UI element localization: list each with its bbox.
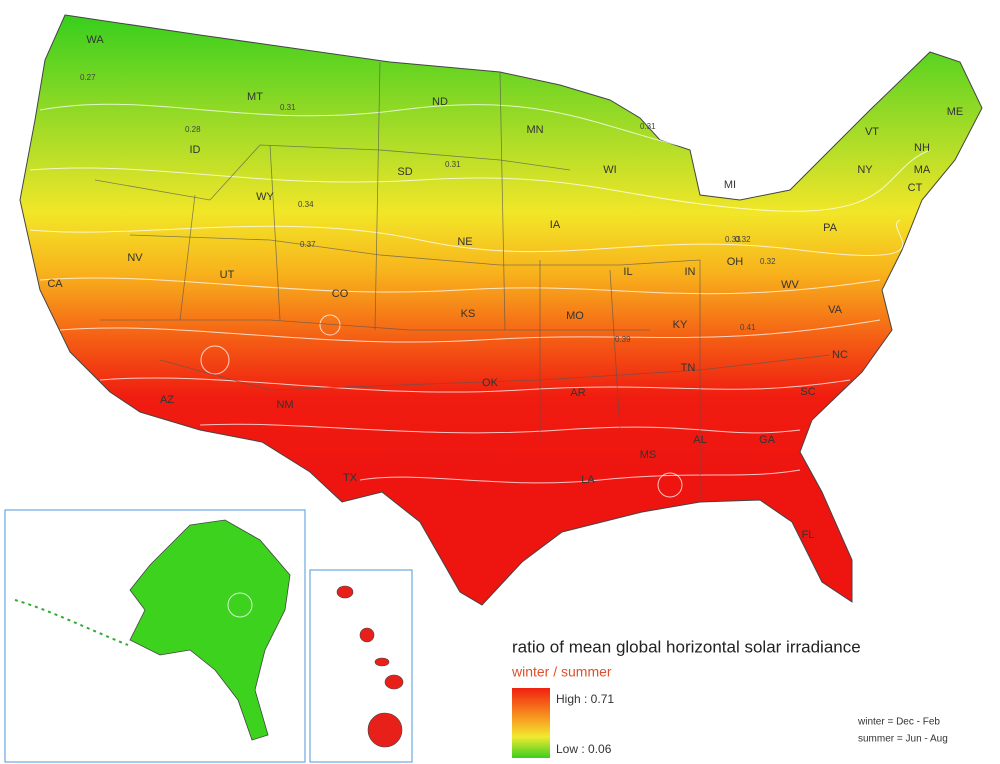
state-label: CO <box>332 288 349 300</box>
state-label: SC <box>800 386 815 398</box>
state-label: OK <box>482 377 499 389</box>
legend-scale <box>512 688 550 758</box>
state-label: MI <box>724 179 736 191</box>
contour-label: 0.39 <box>615 335 631 344</box>
contour-label: 0.41 <box>740 323 756 332</box>
state-label: FL <box>802 529 815 541</box>
state-label: MO <box>566 310 584 322</box>
state-label: SD <box>397 166 412 178</box>
state-label: TX <box>343 472 358 484</box>
state-label: MS <box>640 449 657 461</box>
state-borders <box>94 61 831 500</box>
contour-label: 0.37 <box>300 240 316 249</box>
state-label: ND <box>432 96 448 108</box>
state-label: VA <box>828 304 843 316</box>
state-label: IA <box>550 219 561 231</box>
state-label: LA <box>581 474 595 486</box>
state-label: CA <box>47 278 63 290</box>
alaska-frame <box>4 509 306 763</box>
state-label: MT <box>247 91 263 103</box>
legend-high: High : 0.71 <box>556 692 614 706</box>
state-label: MN <box>526 124 543 136</box>
state-label: WY <box>256 191 274 203</box>
alaska-islands <box>14 599 129 646</box>
state-label: NH <box>914 142 930 154</box>
legend-low: Low : 0.06 <box>556 742 612 756</box>
state-label: TN <box>681 362 696 374</box>
contour-label: 0.28 <box>185 125 201 134</box>
contour-label: 0.32 <box>760 257 776 266</box>
state-label: MA <box>914 164 931 176</box>
state-label: AZ <box>160 394 174 406</box>
state-label: ME <box>947 106 964 118</box>
state-label: VT <box>865 126 879 138</box>
state-label: CT <box>908 182 923 194</box>
contour-label: 0.33 <box>725 235 741 244</box>
state-label: OH <box>727 256 744 268</box>
contour-label: 0.32 <box>735 235 751 244</box>
hawaii <box>336 585 404 748</box>
state-label: AR <box>570 387 585 399</box>
state-label: WI <box>603 164 616 176</box>
state-label: ID <box>190 144 201 156</box>
state-label: NV <box>127 252 143 264</box>
state-label: NY <box>857 164 873 176</box>
legend-subtitle: winter / summer <box>511 664 612 680</box>
note: summer = Jun - Aug <box>858 734 948 745</box>
state-label: WV <box>781 279 799 291</box>
state-label: IN <box>685 266 696 278</box>
hawaii-frame <box>309 569 413 763</box>
contours <box>29 103 931 498</box>
state-label: NM <box>276 399 293 411</box>
contour-label: 0.31 <box>445 160 461 169</box>
contour-label: 0.31 <box>280 103 296 112</box>
state-label: UT <box>220 269 235 281</box>
state-label: KS <box>461 308 476 320</box>
contour-label: 0.31 <box>640 122 656 131</box>
state-label: NE <box>457 236 472 248</box>
state-label: KY <box>673 319 688 331</box>
state-label: NC <box>832 349 848 361</box>
legend-title: ratio of mean global horizontal solar ir… <box>512 637 861 656</box>
state-label: GA <box>759 434 776 446</box>
state-label: PA <box>823 222 838 234</box>
state-label: AL <box>693 434 706 446</box>
us-mainland <box>19 14 983 606</box>
contour-label: 0.27 <box>80 73 96 82</box>
alaska <box>129 519 291 741</box>
contour-label: 0.34 <box>298 200 314 209</box>
state-label: WA <box>86 34 104 46</box>
state-label: IL <box>623 266 632 278</box>
note: winter = Dec - Feb <box>857 717 940 728</box>
